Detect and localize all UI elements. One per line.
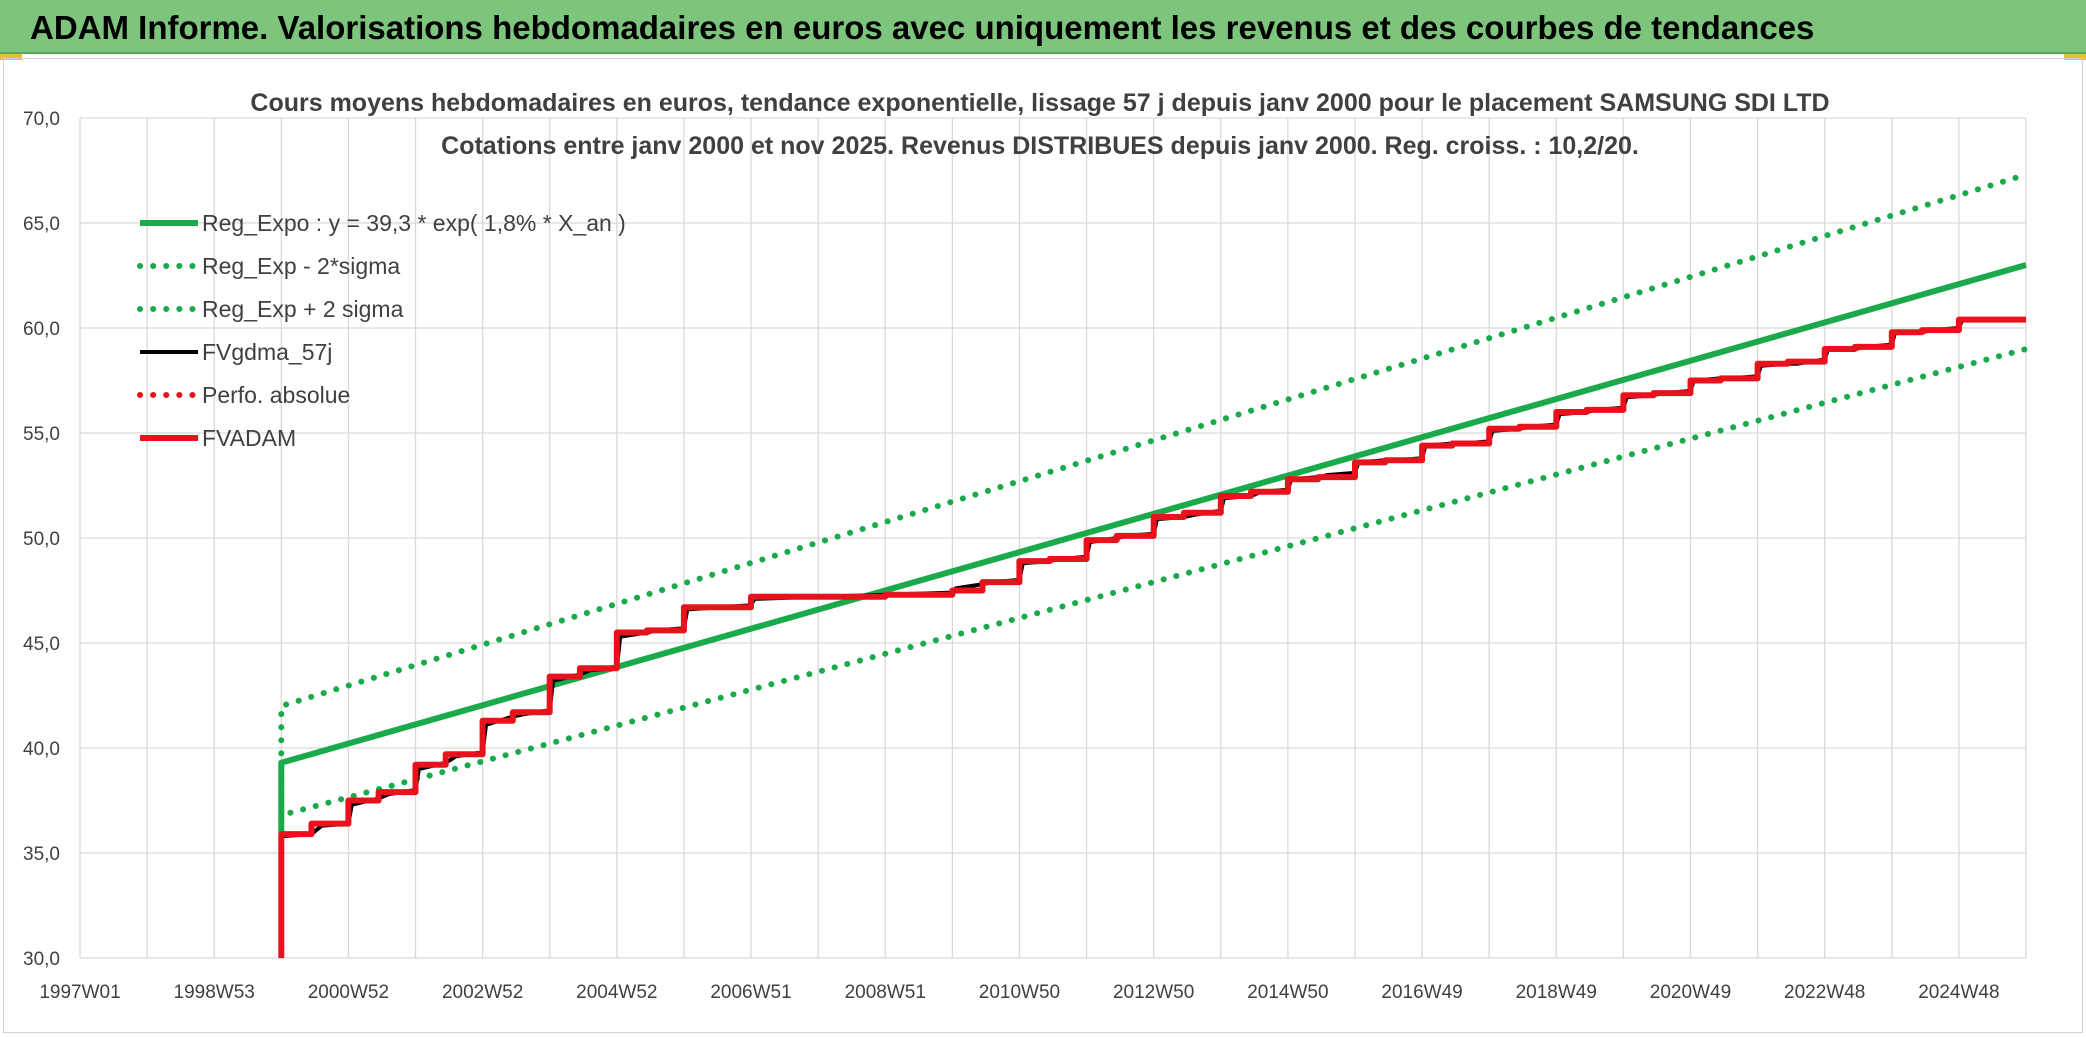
report-title: ADAM Informe. Valorisations hebdomadaire… <box>30 9 1815 46</box>
x-tick-label: 1997W01 <box>39 982 120 1003</box>
grid-layer <box>79 117 2027 959</box>
series-line-2 <box>278 346 2029 835</box>
chart-subtitle: Cotations entre janv 2000 et nov 2025. R… <box>441 132 1639 160</box>
corner-mark-top-left <box>0 54 22 60</box>
report-banner: ADAM Informe. Valorisations hebdomadaire… <box>0 0 2086 54</box>
legend-label: Reg_Exp + 2 sigma <box>202 296 404 322</box>
x-tick-label: 2002W52 <box>442 982 523 1003</box>
y-tick-label: 55,0 <box>23 424 60 445</box>
series-line-6 <box>278 316 2026 958</box>
y-tick-label: 65,0 <box>23 214 60 235</box>
x-tick-label: 2020W49 <box>1650 982 1731 1003</box>
x-tick-label: 2000W52 <box>308 982 389 1003</box>
y-tick-label: 35,0 <box>23 844 60 865</box>
x-tick-label: 2006W51 <box>710 982 791 1003</box>
corner-mark-top-right <box>2064 54 2086 60</box>
y-tick-label: 40,0 <box>23 739 60 760</box>
x-tick-label: 2022W48 <box>1784 982 1865 1003</box>
x-tick-label: 2014W50 <box>1247 982 1328 1003</box>
x-tick-label: 2016W49 <box>1381 982 1462 1003</box>
series-layer <box>278 171 2029 958</box>
y-tick-label: 30,0 <box>23 949 60 970</box>
y-axis: 30,0 35,0 40,0 45,0 50,0 55,0 60,0 65,0 70,0 <box>23 109 60 970</box>
legend-label: Reg_Exp - 2*sigma <box>202 253 400 279</box>
x-axis: 1997W01 1998W53 2000W52 2002W52 2004W52 2006W… <box>39 982 1999 1003</box>
y-tick-label: 45,0 <box>23 634 60 655</box>
x-tick-label: 2008W51 <box>845 982 926 1003</box>
x-tick-label: 2004W52 <box>576 982 657 1003</box>
legend-label: FVADAM <box>202 425 296 451</box>
x-tick-label: 2010W50 <box>979 982 1060 1003</box>
chart-frame <box>3 58 2083 1033</box>
series-line-1 <box>278 262 2027 832</box>
y-tick-label: 50,0 <box>23 529 60 550</box>
chart-title: Cours moyens hebdomadaires en euros, ten… <box>250 89 1829 117</box>
x-tick-label: 2024W48 <box>1918 982 1999 1003</box>
legend: Reg_Expo : y = 39,3 * exp( 1,8% * X_an )… <box>137 210 626 451</box>
legend-label: FVgdma_57j <box>202 339 332 365</box>
x-tick-label: 2018W49 <box>1516 982 1597 1003</box>
y-tick-label: 60,0 <box>23 319 60 340</box>
series-line-3 <box>278 171 2029 835</box>
legend-label: Reg_Expo : y = 39,3 * exp( 1,8% * X_an ) <box>202 210 626 236</box>
y-tick-label: 70,0 <box>23 109 60 130</box>
legend-label: Perfo. absolue <box>202 382 350 408</box>
x-tick-label: 2012W50 <box>1113 982 1194 1003</box>
x-tick-label: 1998W53 <box>174 982 255 1003</box>
